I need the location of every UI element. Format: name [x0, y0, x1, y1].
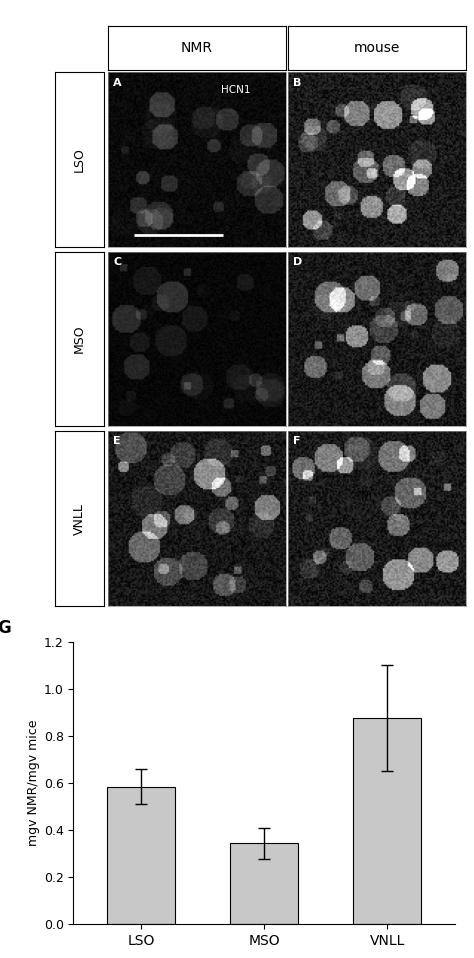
Text: NMR: NMR — [181, 41, 213, 56]
Text: G: G — [0, 619, 11, 637]
Bar — [354, 718, 421, 924]
Text: MSO: MSO — [73, 325, 86, 354]
Text: B: B — [293, 78, 301, 87]
Text: VNLL: VNLL — [73, 503, 86, 535]
Text: A: A — [113, 78, 122, 87]
Text: F: F — [293, 437, 301, 446]
Bar — [107, 787, 175, 924]
Text: LSO: LSO — [73, 148, 86, 172]
Text: D: D — [293, 257, 302, 267]
Text: C: C — [113, 257, 121, 267]
Text: HCN1: HCN1 — [221, 84, 251, 95]
Text: E: E — [113, 437, 121, 446]
Bar — [230, 843, 298, 924]
Y-axis label: mgv NMR/mgv mice: mgv NMR/mgv mice — [27, 719, 40, 847]
Text: mouse: mouse — [354, 41, 400, 56]
